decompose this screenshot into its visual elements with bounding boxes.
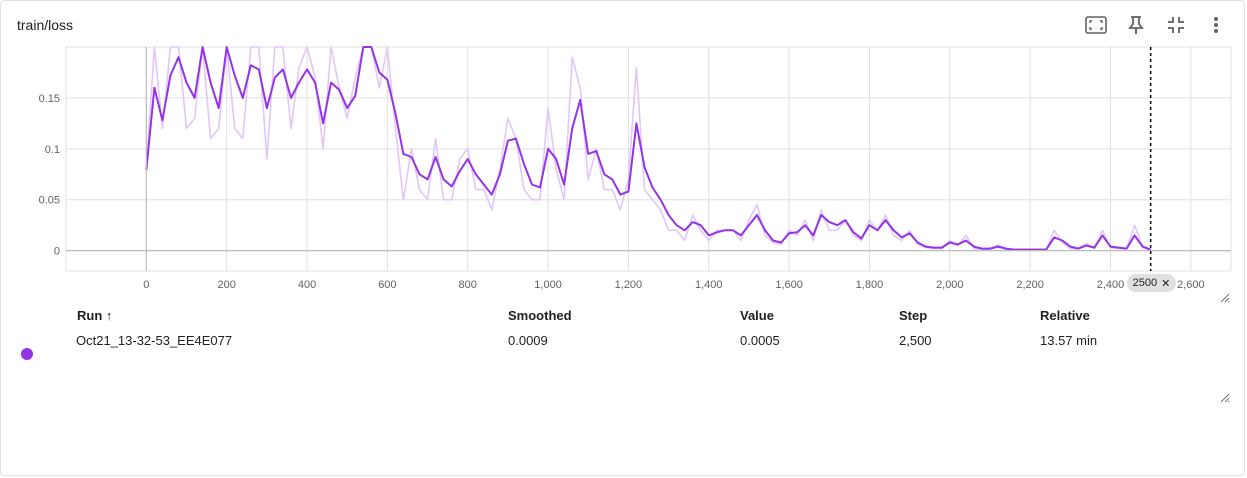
smoothed-series-layer bbox=[145, 46, 1152, 251]
x-tick-label: 2,000 bbox=[936, 279, 964, 291]
smoothed-column-header[interactable]: Smoothed bbox=[508, 308, 572, 323]
step-column-header[interactable]: Step bbox=[899, 308, 928, 323]
run-color-dot bbox=[21, 348, 33, 360]
run-column-header[interactable]: Run ↑ bbox=[77, 308, 112, 323]
x-tick-label: 1,600 bbox=[775, 279, 803, 291]
step-cell: 2,500 bbox=[899, 333, 932, 348]
chart-resize-handle-icon[interactable] bbox=[1218, 291, 1230, 303]
x-tick-label: 1,400 bbox=[695, 279, 723, 291]
x-tick-label: 2,400 bbox=[1097, 279, 1125, 291]
pin-button[interactable] bbox=[1116, 12, 1156, 38]
step-cursor-chip[interactable]: 2500 ✕ bbox=[1126, 274, 1177, 292]
y-tick-label: 0.15 bbox=[39, 93, 60, 105]
x-tick-label: 1,200 bbox=[615, 279, 643, 291]
more-vert-icon bbox=[1214, 17, 1218, 33]
run-name-cell: Oct21_13-32-53_EE4E077 bbox=[76, 333, 233, 348]
x-tick-label: 0 bbox=[143, 279, 149, 291]
data-table: Run ↑ Smoothed Value Step Relative Oct21… bbox=[1, 301, 1246, 351]
line-chart[interactable]: 0 200 400 600 800 1,000 1,200 1,400 1,600 1,800 2,… bbox=[1, 41, 1246, 291]
step-cursor-label: 2500 bbox=[1132, 277, 1158, 289]
x-tick-label: 400 bbox=[298, 279, 316, 291]
table-header: Run ↑ Smoothed Value Step Relative bbox=[1, 301, 1246, 326]
smoothed-cell: 0.0009 bbox=[508, 333, 548, 348]
chart-axes: 0 200 400 600 800 1,000 1,200 1,400 1,600 1,800 2,… bbox=[39, 47, 1231, 291]
y-tick-label: 0.05 bbox=[39, 195, 60, 207]
x-tick-label: 1,000 bbox=[534, 279, 562, 291]
smoothed-series-line bbox=[145, 46, 1152, 251]
relative-cell: 13.57 min bbox=[1040, 333, 1098, 348]
x-tick-label: 2,600 bbox=[1177, 279, 1205, 291]
fullscreen-button[interactable] bbox=[1076, 12, 1116, 38]
table-resize-handle-icon[interactable] bbox=[1218, 391, 1230, 403]
x-tick-label: 800 bbox=[459, 279, 477, 291]
run-header-label: Run bbox=[77, 308, 103, 323]
card-toolbar bbox=[1076, 12, 1236, 38]
x-tick-label: 600 bbox=[378, 279, 396, 291]
y-tick-label: 0 bbox=[54, 246, 60, 258]
relative-column-header[interactable]: Relative bbox=[1040, 308, 1090, 323]
card-title: train/loss bbox=[17, 17, 74, 33]
pin-icon bbox=[1128, 16, 1144, 34]
plot-area-border bbox=[65, 46, 1232, 272]
fit-domain-icon bbox=[1168, 17, 1184, 33]
x-tick-label: 2,200 bbox=[1016, 279, 1044, 291]
fullscreen-icon bbox=[1085, 16, 1107, 34]
sort-ascending-icon: ↑ bbox=[105, 308, 113, 323]
value-cell: 0.0005 bbox=[740, 333, 780, 348]
value-column-header[interactable]: Value bbox=[740, 308, 774, 323]
fit-domain-button[interactable] bbox=[1156, 12, 1196, 38]
x-tick-label: 200 bbox=[218, 279, 236, 291]
more-options-button[interactable] bbox=[1196, 12, 1236, 38]
close-icon[interactable]: ✕ bbox=[1161, 277, 1171, 290]
x-tick-label: 1,800 bbox=[856, 279, 884, 291]
table-row: Oct21_13-32-53_EE4E077 0.0009 0.0005 2,5… bbox=[1, 326, 1246, 351]
y-tick-label: 0.1 bbox=[45, 144, 60, 156]
